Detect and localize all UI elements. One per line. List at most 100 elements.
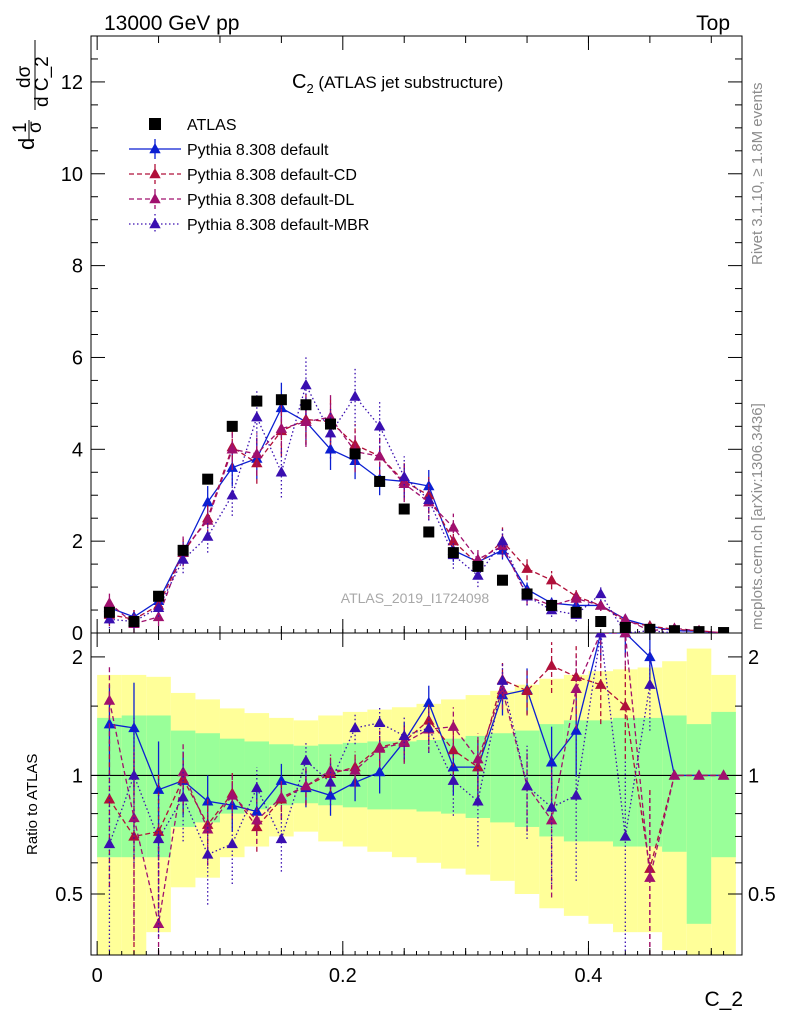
ratio-series-3-point	[717, 769, 730, 780]
series-3-point	[251, 447, 263, 459]
y-tick-label: 4	[72, 439, 83, 461]
ratio-series-3-point	[152, 917, 165, 929]
ratio-series-4-point	[201, 848, 214, 859]
series-4-point	[423, 493, 435, 505]
data-point	[619, 621, 631, 633]
rivet-label: Rivet 3.1.10, ≥ 1.8M events	[749, 83, 766, 266]
ratio-series-1-point	[423, 696, 435, 707]
legend-label-series-1: Pythia 8.308 default	[187, 142, 329, 159]
ratio-y-tick-label-right: 1	[748, 765, 759, 787]
legend-label-series-2: Pythia 8.308 default-CD	[187, 167, 357, 184]
series-4-line	[109, 383, 724, 633]
x-tick-label: 0	[92, 965, 103, 987]
ratio-series-3-point	[447, 720, 460, 731]
data-point	[398, 503, 410, 515]
ratio-series-4-point	[619, 830, 632, 841]
legend-label-data: ATLAS	[187, 117, 237, 134]
data-point	[177, 544, 189, 556]
ratio-marks	[91, 633, 742, 955]
data-point	[128, 616, 140, 628]
y-tick-label: 6	[72, 347, 83, 369]
ratio-series-3-point	[472, 753, 484, 764]
ratio-series-3-point	[349, 764, 361, 775]
series-2-line	[109, 418, 724, 633]
data-point	[595, 616, 607, 628]
x-tick-label: 0.2	[329, 965, 357, 987]
series-3-point	[103, 597, 116, 608]
legend-marker-series-1	[149, 143, 161, 154]
ratio-series-3-point	[373, 742, 386, 753]
series-3-point	[201, 514, 214, 525]
series-3-point	[300, 415, 312, 426]
ratio-series-3-point	[275, 791, 288, 802]
ratio-series-4-point	[398, 729, 410, 741]
series-4-point	[275, 466, 288, 477]
series-4-point	[251, 411, 263, 422]
x-axis-label: C_2	[704, 988, 743, 1011]
y-tick-label: 10	[61, 164, 83, 186]
data-point	[496, 574, 508, 586]
ratio-series-3-point	[251, 814, 263, 825]
process-label: Top	[696, 12, 730, 35]
series-4-point	[300, 379, 312, 390]
ratio-series-3-point	[177, 766, 189, 777]
ratio-plot-area	[97, 648, 736, 955]
series-3-point	[619, 613, 632, 624]
ratio-series-1-point	[128, 721, 140, 733]
ratio-series-4-point	[226, 837, 238, 849]
legend: ATLAS Pythia 8.308 default Pythia 8.308 de…	[129, 117, 369, 234]
svg-text:σ: σ	[25, 121, 46, 133]
ratio-y-tick-label: 1	[72, 765, 83, 787]
mcplots-label: mcplots.cern.ch [arXiv:1306.3436]	[749, 403, 766, 630]
y-axis-label-ratio: Ratio to ATLAS	[24, 754, 41, 855]
ratio-series-2-point	[152, 825, 165, 836]
data-point	[251, 395, 263, 407]
series-3-point	[595, 599, 607, 610]
ratio-series-4-point	[521, 780, 533, 791]
ratio-series-2-point	[595, 678, 607, 689]
ratio-series-3-point	[693, 769, 705, 780]
ratio-series-4-point	[447, 774, 460, 785]
data-point	[374, 475, 386, 487]
series-3-line	[109, 416, 724, 633]
series-4-point	[324, 427, 337, 438]
uncertainty-band-green	[588, 720, 614, 842]
ratio-series-2-point	[521, 684, 533, 696]
ratio-series-3-point	[300, 780, 312, 791]
legend-marker-data	[149, 118, 161, 130]
ratio-series-3-point	[619, 633, 632, 638]
x-tick-label: 0.4	[575, 965, 603, 987]
legend-marker-series-3	[149, 193, 161, 204]
ratio-series-4-point	[423, 721, 435, 733]
ratio-series-4-point	[103, 837, 116, 849]
series-4-point	[226, 489, 238, 500]
ratio-series-3-point	[226, 789, 238, 800]
y-tick-label: 2	[72, 531, 83, 553]
ratio-y-tick-label-right: 2	[748, 647, 759, 669]
svg-text:d C_2: d C_2	[32, 56, 53, 107]
data-point	[153, 590, 165, 602]
ratio-series-4-point	[251, 781, 263, 793]
series-2-point	[545, 574, 558, 585]
ratio-series-2-point	[619, 700, 632, 711]
series-2-point	[521, 562, 533, 573]
ratio-plot: Ratio to ATLAS	[24, 632, 743, 956]
ratio-series-3-point	[324, 764, 337, 775]
ratio-series-4-point	[570, 789, 582, 800]
ratio-series-3-point	[644, 871, 656, 882]
uncertainty-band-green	[686, 724, 712, 924]
ratio-series-4-point	[324, 776, 337, 787]
data-point	[570, 606, 582, 618]
ratio-series-4-point	[300, 754, 312, 765]
series-4-point	[398, 470, 410, 482]
series-3-point	[570, 592, 582, 603]
svg-text:d: d	[14, 138, 39, 150]
ratio-series-1-point	[570, 724, 582, 735]
svg-text:dσ: dσ	[14, 65, 35, 88]
energy-label: 13000 GeV pp	[104, 12, 239, 35]
chart-title: C2 (ATLAS jet substructure)	[292, 71, 503, 96]
series-3-point	[398, 477, 410, 488]
ratio-series-4-point	[644, 678, 656, 689]
